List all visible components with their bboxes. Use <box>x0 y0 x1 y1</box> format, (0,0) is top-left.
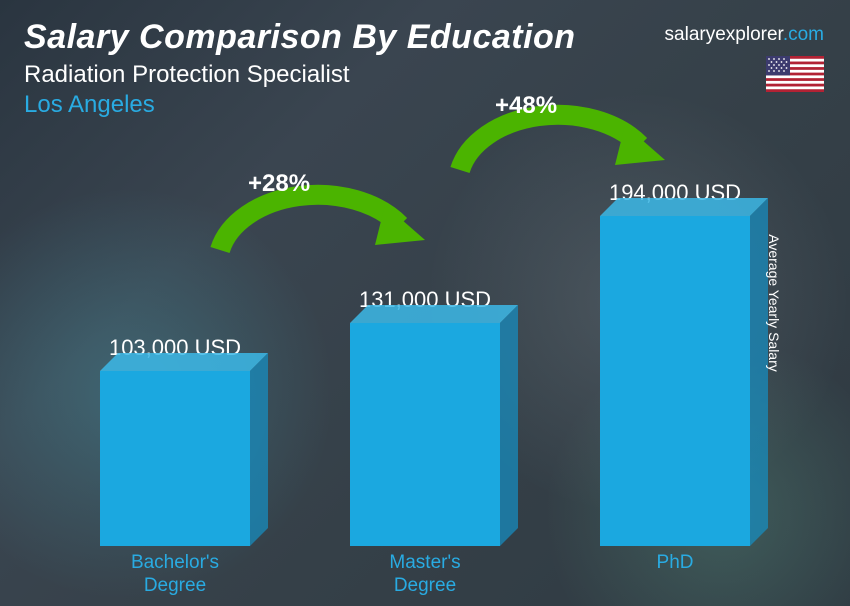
x-axis-label: Bachelor'sDegree <box>75 552 275 598</box>
location-label: Los Angeles <box>24 91 826 119</box>
bar-group: 194,000 USD <box>575 180 775 546</box>
brand-suffix: .com <box>783 24 824 45</box>
job-title: Radiation Protection Specialist <box>24 61 826 89</box>
bar <box>600 216 750 546</box>
percentage-increase-label: +48% <box>495 92 557 120</box>
percentage-increase-label: +28% <box>248 170 310 198</box>
flag-icon <box>766 56 824 92</box>
bar-group: 131,000 USD <box>325 287 525 546</box>
x-axis-label: PhD <box>575 552 775 598</box>
y-axis-label: Average Yearly Salary <box>765 234 781 372</box>
x-axis-label: Master'sDegree <box>325 552 525 598</box>
bar <box>350 323 500 546</box>
x-axis-labels: Bachelor'sDegree Master'sDegree PhD <box>50 552 800 598</box>
infographic-content: Salary Comparison By Education Radiation… <box>0 0 850 606</box>
brand-label: salaryexplorer.com <box>665 24 824 46</box>
brand-name: salaryexplorer <box>665 24 783 45</box>
bar-chart: 103,000 USD131,000 USD194,000 USD <box>50 156 800 546</box>
bar-group: 103,000 USD <box>75 335 275 546</box>
bar <box>100 371 250 546</box>
